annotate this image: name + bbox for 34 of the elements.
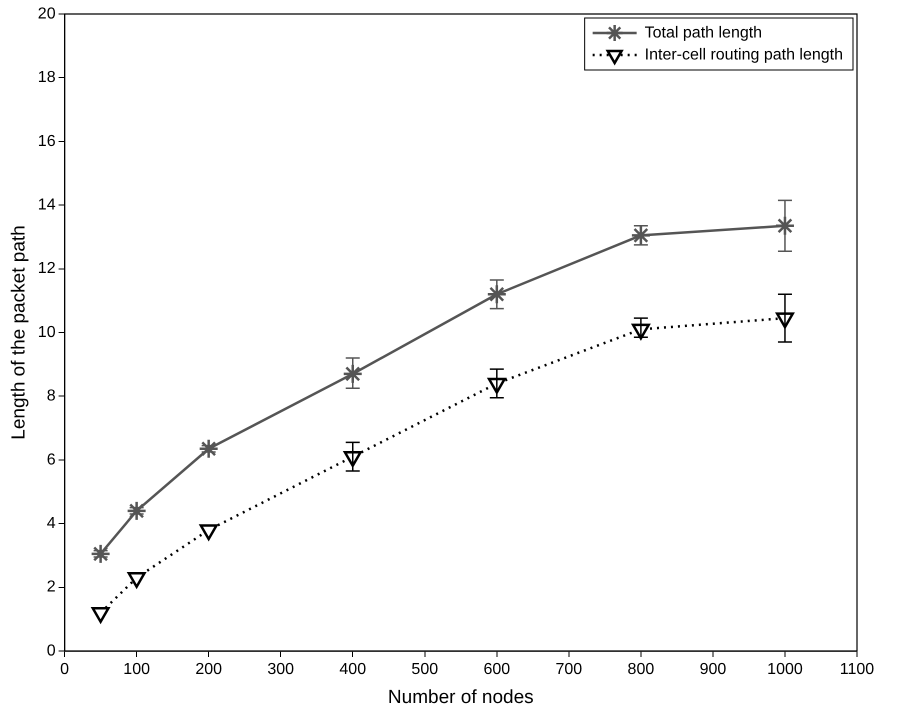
point: [200, 524, 218, 540]
y-tick-label: 8: [46, 388, 56, 405]
legend-label: Total path length: [644, 24, 762, 42]
x-tick-label: 200: [195, 661, 222, 678]
x-tick-label: 400: [339, 661, 366, 678]
y-tick-label: 10: [38, 324, 56, 341]
x-axis-title: Number of nodes: [388, 686, 534, 708]
y-tick-label: 20: [38, 5, 56, 22]
x-tick-label: 700: [556, 661, 582, 678]
x-tick-label: 100: [123, 661, 150, 678]
legend-label: Inter-cell routing path length: [644, 46, 843, 64]
x-tick-label: 800: [628, 661, 654, 678]
point: [128, 572, 146, 588]
y-tick-label: 12: [38, 260, 56, 278]
y-tick-label: 0: [46, 642, 56, 660]
x-tick-label: 1100: [840, 661, 874, 678]
x-tick-label: 500: [411, 661, 438, 678]
point: [486, 284, 508, 305]
y-tick-label: 4: [46, 515, 56, 532]
y-tick-label: 6: [46, 451, 56, 468]
y-tick-label: 16: [38, 132, 56, 150]
point: [342, 364, 363, 384]
x-tick-label: 600: [483, 661, 510, 678]
x-tick-label: 1000: [767, 661, 803, 678]
point: [92, 607, 110, 624]
y-tick-label: 2: [46, 578, 56, 596]
x-tick-label: 300: [267, 661, 294, 678]
x-tick-label: 900: [700, 661, 726, 678]
point: [198, 438, 219, 460]
x-tick-label: 0: [60, 661, 70, 678]
y-axis-title: Length of the packet path: [8, 225, 30, 440]
point: [774, 216, 796, 236]
y-tick-label: 18: [38, 69, 56, 86]
y-tick-label: 14: [38, 196, 56, 214]
